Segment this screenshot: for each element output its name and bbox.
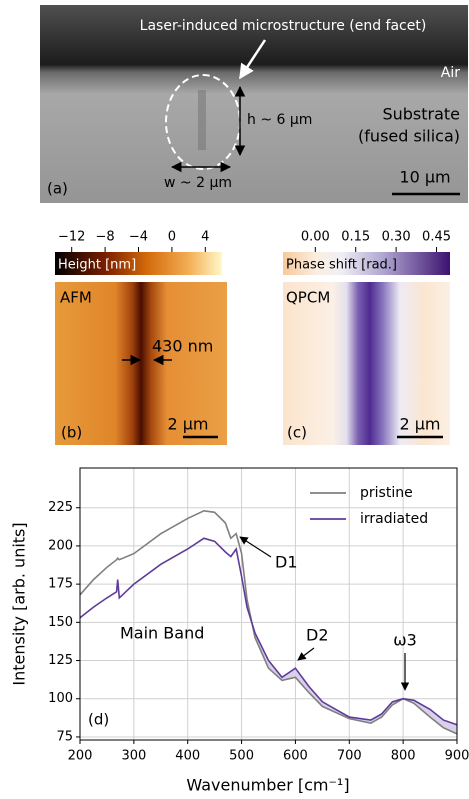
height-label: h ~ 6 µm (247, 112, 312, 128)
colorbar-tick-label: 0.45 (422, 230, 451, 245)
microstructure (198, 90, 206, 150)
pointer-arrow (238, 39, 267, 80)
y-tick-label: 75 (56, 729, 73, 744)
series-line (79, 509, 458, 735)
series-line (79, 537, 458, 726)
spectrum-chart: 200 300 400 500 600 700 800 900 75 100 125 150 175 20… (48, 467, 469, 764)
microscope-image (40, 5, 468, 203)
scale-bar-label: 10 µm (399, 168, 450, 187)
x-tick-label: 900 (445, 749, 469, 764)
colorbar-tick-label: −8 (96, 230, 115, 245)
qpcm-image (283, 282, 450, 445)
y-axis-label: Intensity [arb. units] (10, 522, 29, 685)
colorbar-label: Height [nm] (58, 258, 136, 273)
colorbar (283, 252, 450, 275)
y-tick-label: 225 (48, 500, 73, 515)
substrate-label: Substrate (382, 105, 460, 124)
legend-label: pristine (360, 485, 413, 501)
panel-label: (a) (47, 180, 68, 198)
x-tick-label: 500 (229, 749, 254, 764)
colorbar-tick-label: 0.30 (382, 230, 411, 245)
annotation-arrow (297, 647, 315, 661)
air-label: Air (441, 65, 460, 81)
x-tick-label: 800 (391, 749, 416, 764)
annotation: ω3 (393, 631, 417, 650)
panel-label: (c) (287, 424, 307, 442)
width-label: w ~ 2 µm (164, 175, 232, 191)
image-label: AFM (60, 289, 92, 307)
x-tick-label: 200 (68, 749, 93, 764)
colorbar (55, 252, 222, 275)
annotation-arrow (239, 536, 272, 558)
scale-bar-label: 2 µm (399, 415, 440, 434)
colorbar-label: Phase shift [rad.] (286, 258, 397, 273)
x-axis-label: Wavenumber [cm⁻¹] (186, 776, 349, 795)
x-tick-label: 300 (121, 749, 146, 764)
y-tick-label: 125 (48, 653, 73, 668)
x-tick-label: 400 (175, 749, 200, 764)
panel-a-title: Laser-induced microstructure (end facet) (140, 18, 427, 34)
y-tick-label: 200 (48, 538, 73, 553)
colorbar-tick-label: 0.00 (301, 230, 330, 245)
colorbar-tick-label: 4 (201, 230, 209, 245)
y-tick-label: 175 (48, 577, 73, 592)
x-tick-label: 600 (283, 749, 308, 764)
colorbar-tick-label: 0 (168, 230, 176, 245)
image-label: QPCM (286, 289, 330, 307)
annotation: D1 (275, 553, 298, 572)
y-tick-label: 100 (48, 691, 73, 706)
colorbar-tick-label: −12 (58, 230, 85, 245)
substrate-label: (fused silica) (358, 127, 460, 146)
panel-label: (d) (88, 711, 109, 729)
plot-frame (79, 467, 458, 741)
x-tick-label: 700 (337, 749, 362, 764)
legend-label: irradiated (360, 511, 428, 527)
y-tick-label: 150 (48, 615, 73, 630)
scale-bar-label: 2 µm (167, 415, 208, 434)
annotation: Main Band (120, 624, 204, 643)
colorbar-tick-label: 0.15 (341, 230, 370, 245)
feature-label: 430 nm (152, 337, 213, 356)
annotation: D2 (306, 626, 329, 645)
panel-label: (b) (61, 424, 82, 442)
colorbar-tick-label: −4 (129, 230, 148, 245)
